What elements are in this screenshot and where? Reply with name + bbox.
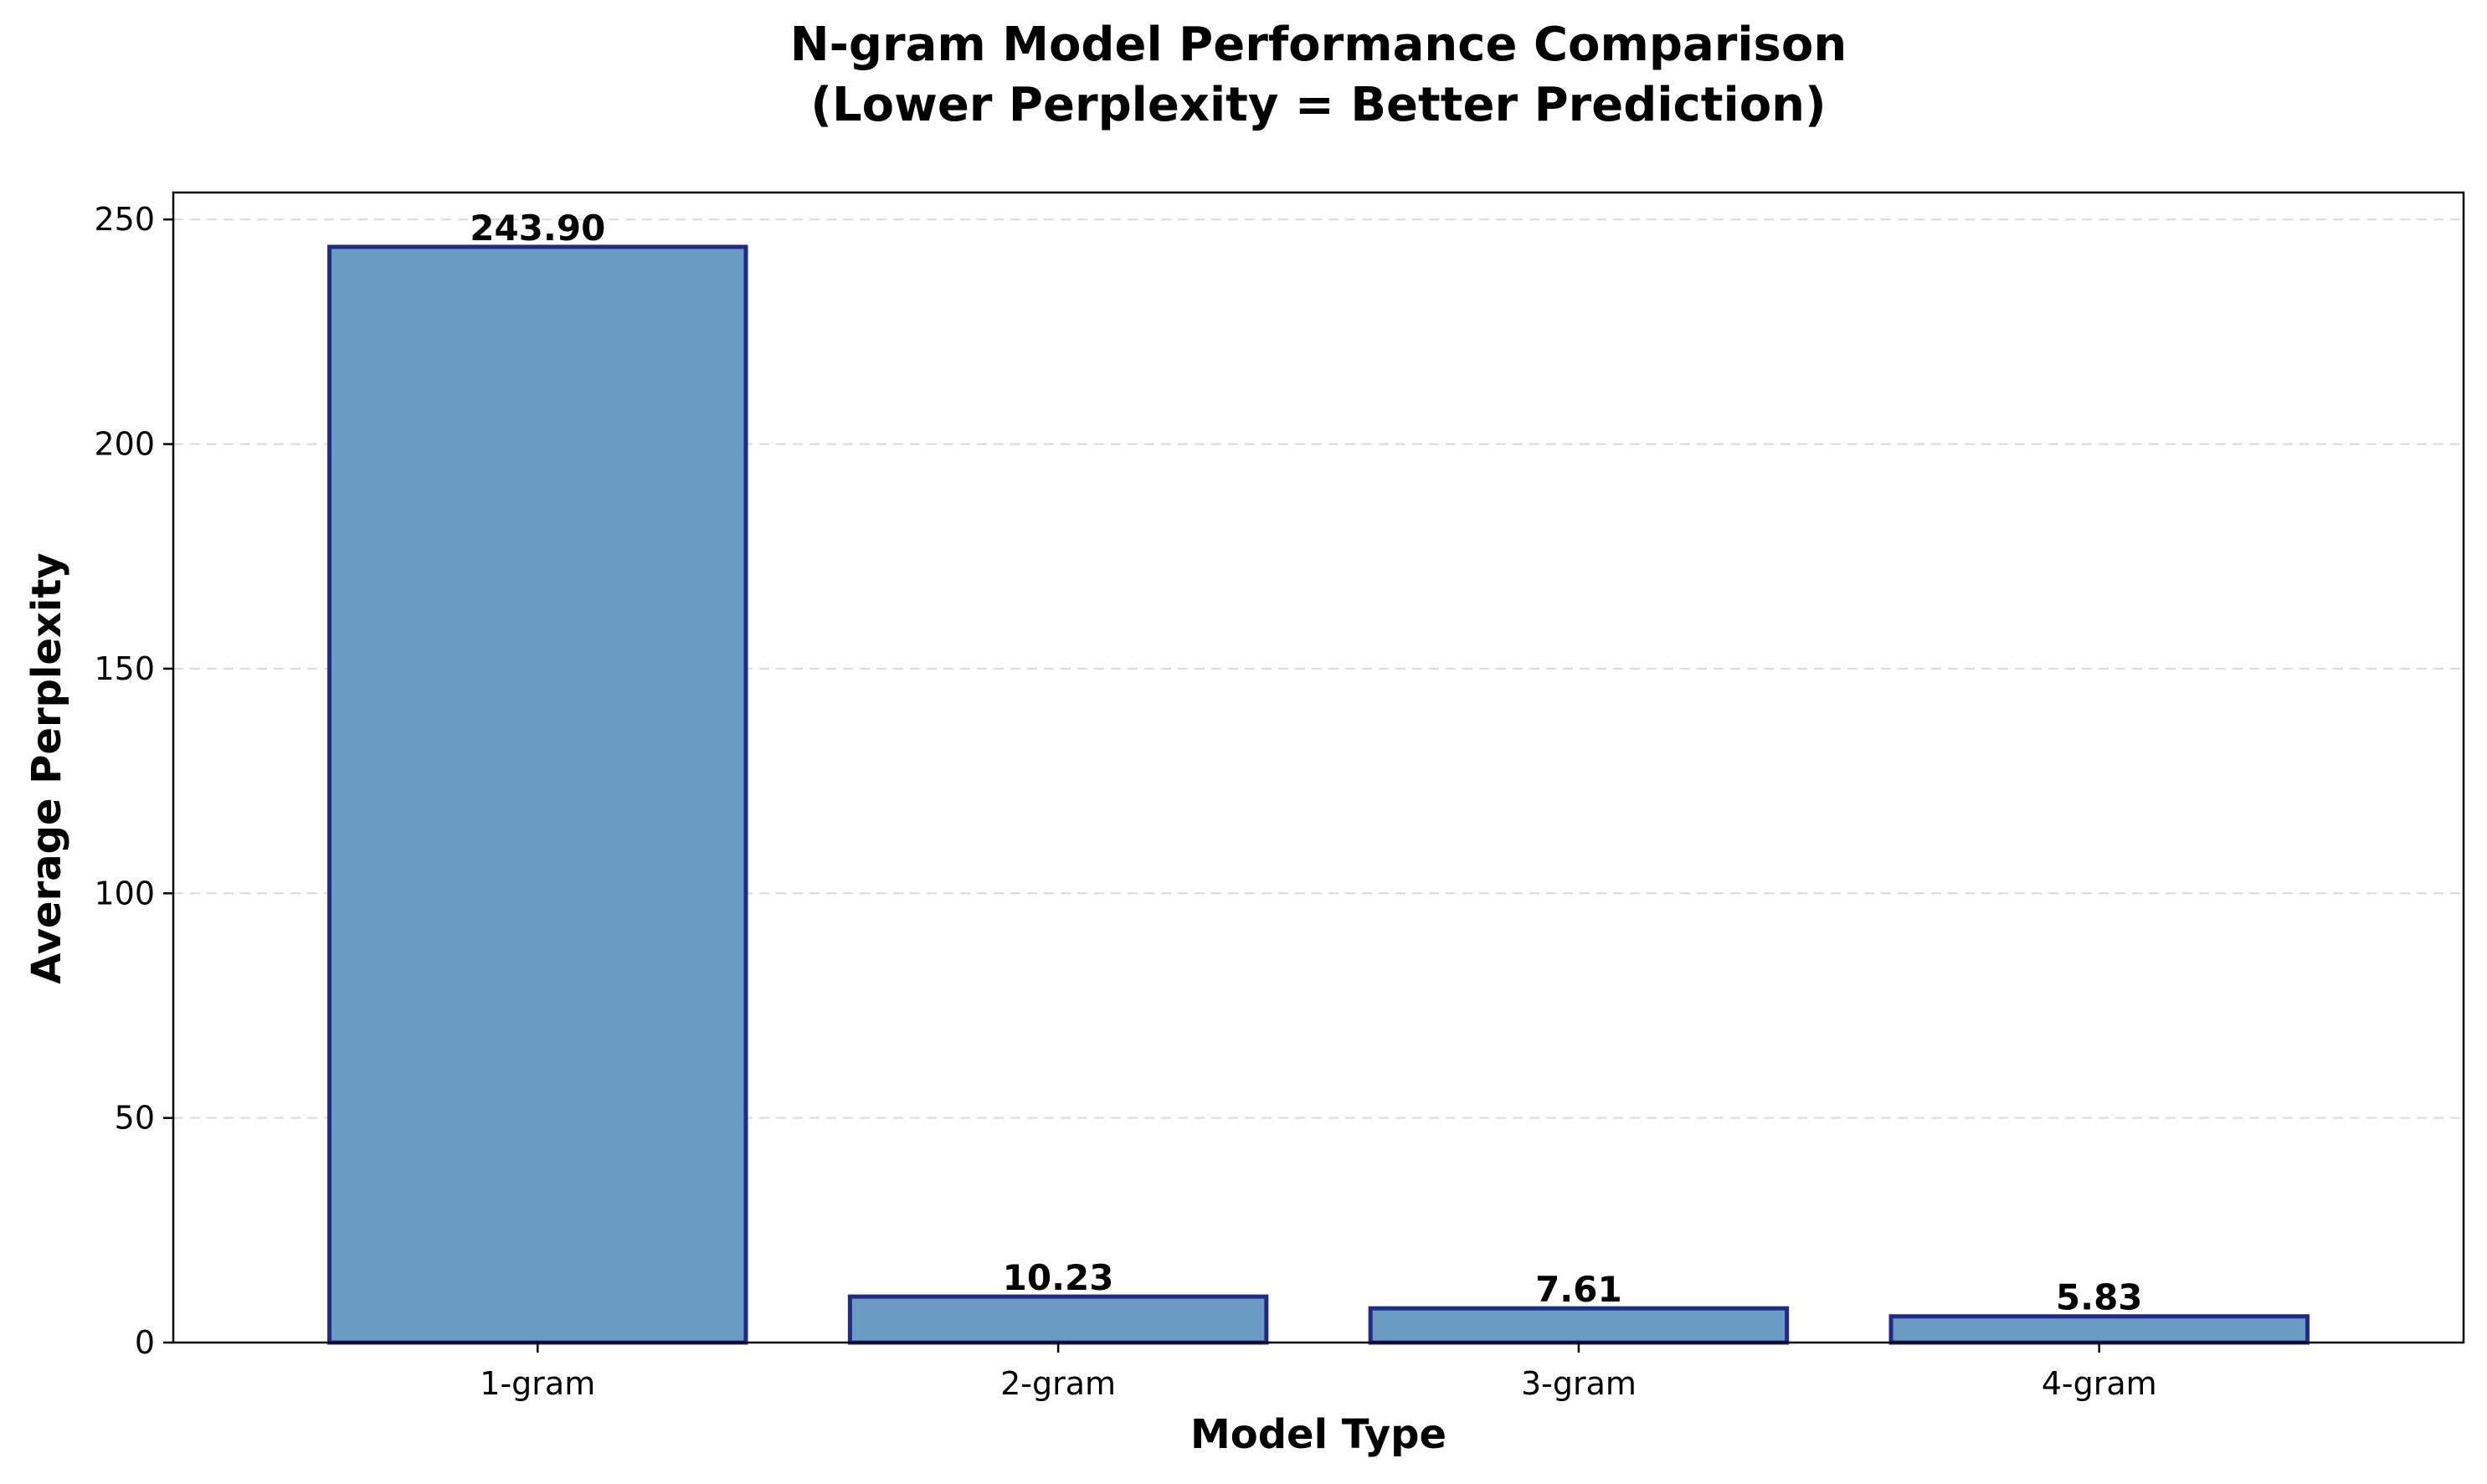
bar-value-labels: 243.90 10.23 7.61 5.83 [470,208,2142,1318]
bar-value-label: 7.61 [1535,1269,1622,1310]
y-axis: 0 50 100 150 200 250 [94,201,173,1361]
bar-4-gram [1888,1314,2310,1345]
grid-lines [173,218,2464,1119]
y-tick-label: 50 [115,1100,155,1137]
x-tick-label: 3-gram [1521,1365,1637,1402]
y-tick-label: 250 [94,201,155,238]
x-axis-label: Model Type [1190,1411,1446,1458]
bars [327,244,2310,1345]
y-tick-label: 0 [135,1324,155,1361]
bar-2-gram [847,1294,1269,1345]
y-tick-label: 150 [94,650,155,687]
bar-value-label: 5.83 [2056,1277,2143,1318]
y-axis-label: Average Perplexity [23,552,70,983]
x-tick-label: 1-gram [480,1365,595,1402]
x-tick-label: 2-gram [1000,1365,1116,1402]
chart-title-line1: N-gram Model Performance Comparison [790,18,1847,72]
chart-title-line2: (Lower Perplexity = Better Prediction) [810,78,1826,132]
y-tick-label: 100 [94,875,155,911]
bar-value-label: 10.23 [1003,1257,1114,1298]
plot-frame [172,191,2465,1344]
bar-3-gram [1368,1306,1790,1345]
bar-value-label: 243.90 [470,208,605,249]
x-axis: 1-gram 2-gram 3-gram 4-gram [480,1343,2157,1402]
bar-1-gram [327,244,748,1345]
y-tick-label: 200 [94,426,155,463]
x-tick-label: 4-gram [2042,1365,2157,1402]
